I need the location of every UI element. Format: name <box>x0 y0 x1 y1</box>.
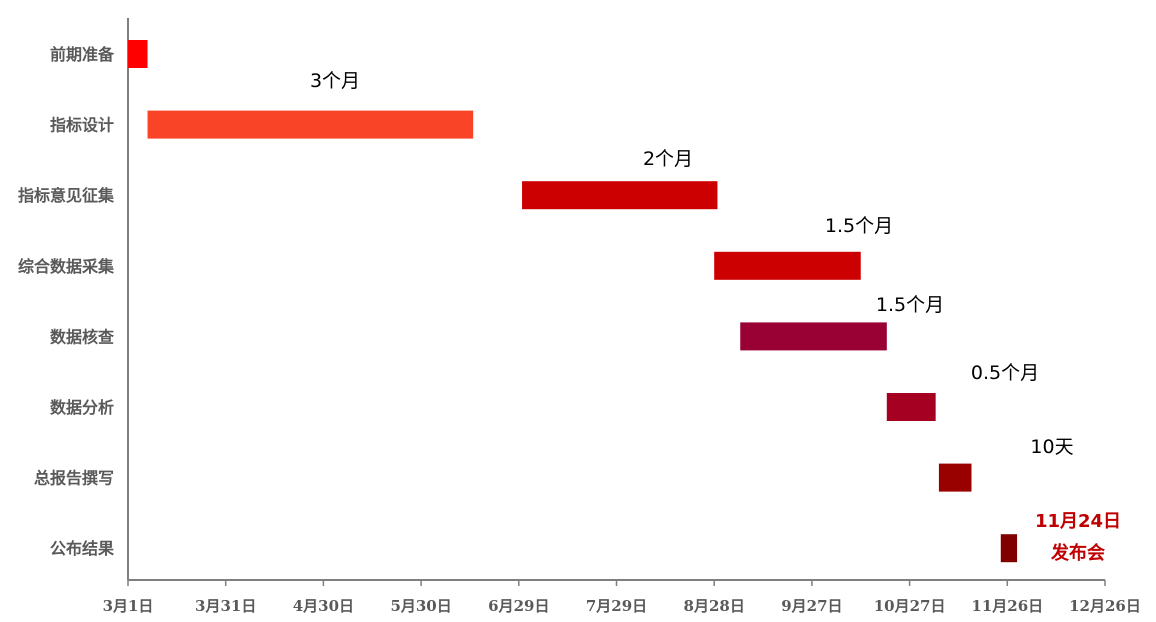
task-bar <box>740 322 887 351</box>
x-tick-label: 6月29日 <box>488 597 549 615</box>
release-annotation: 11月24日 <box>1035 511 1121 532</box>
x-tick-label: 10月27日 <box>874 597 946 615</box>
duration-label: 1.5个月 <box>876 294 944 316</box>
task-bar <box>522 181 718 210</box>
duration-label: 3个月 <box>310 70 360 92</box>
x-tick-label: 12月26日 <box>1069 597 1141 615</box>
duration-label: 1.5个月 <box>825 215 893 237</box>
task-bar <box>714 251 861 280</box>
task-bar <box>938 463 972 492</box>
task-label: 总报告撰写 <box>34 469 114 488</box>
x-tick-label: 3月1日 <box>103 597 154 615</box>
task-label: 数据分析 <box>50 398 114 417</box>
x-tick-label: 9月27日 <box>781 597 842 615</box>
x-tick-label: 5月30日 <box>390 597 451 615</box>
task-bar <box>886 393 936 421</box>
duration-label: 0.5个月 <box>971 362 1039 384</box>
task-label: 指标意见征集 <box>18 186 115 205</box>
x-tick-label: 11月26日 <box>971 597 1043 615</box>
task-bar <box>128 40 148 68</box>
task-label: 指标设计 <box>50 116 114 135</box>
x-tick-label: 8月28日 <box>684 597 745 615</box>
x-tick-label: 4月30日 <box>293 597 354 615</box>
task-label: 数据核查 <box>50 327 114 346</box>
duration-label: 2个月 <box>643 148 693 170</box>
x-tick-label: 7月29日 <box>586 597 647 615</box>
task-bar <box>1000 534 1018 563</box>
task-bar <box>147 110 474 139</box>
duration-label: 10天 <box>1030 436 1073 458</box>
task-label: 公布结果 <box>50 539 114 558</box>
x-tick-label: 3月31日 <box>195 597 256 615</box>
task-label: 前期准备 <box>50 45 115 64</box>
release-annotation: 发布会 <box>1050 542 1105 564</box>
task-label: 综合数据采集 <box>18 257 115 276</box>
